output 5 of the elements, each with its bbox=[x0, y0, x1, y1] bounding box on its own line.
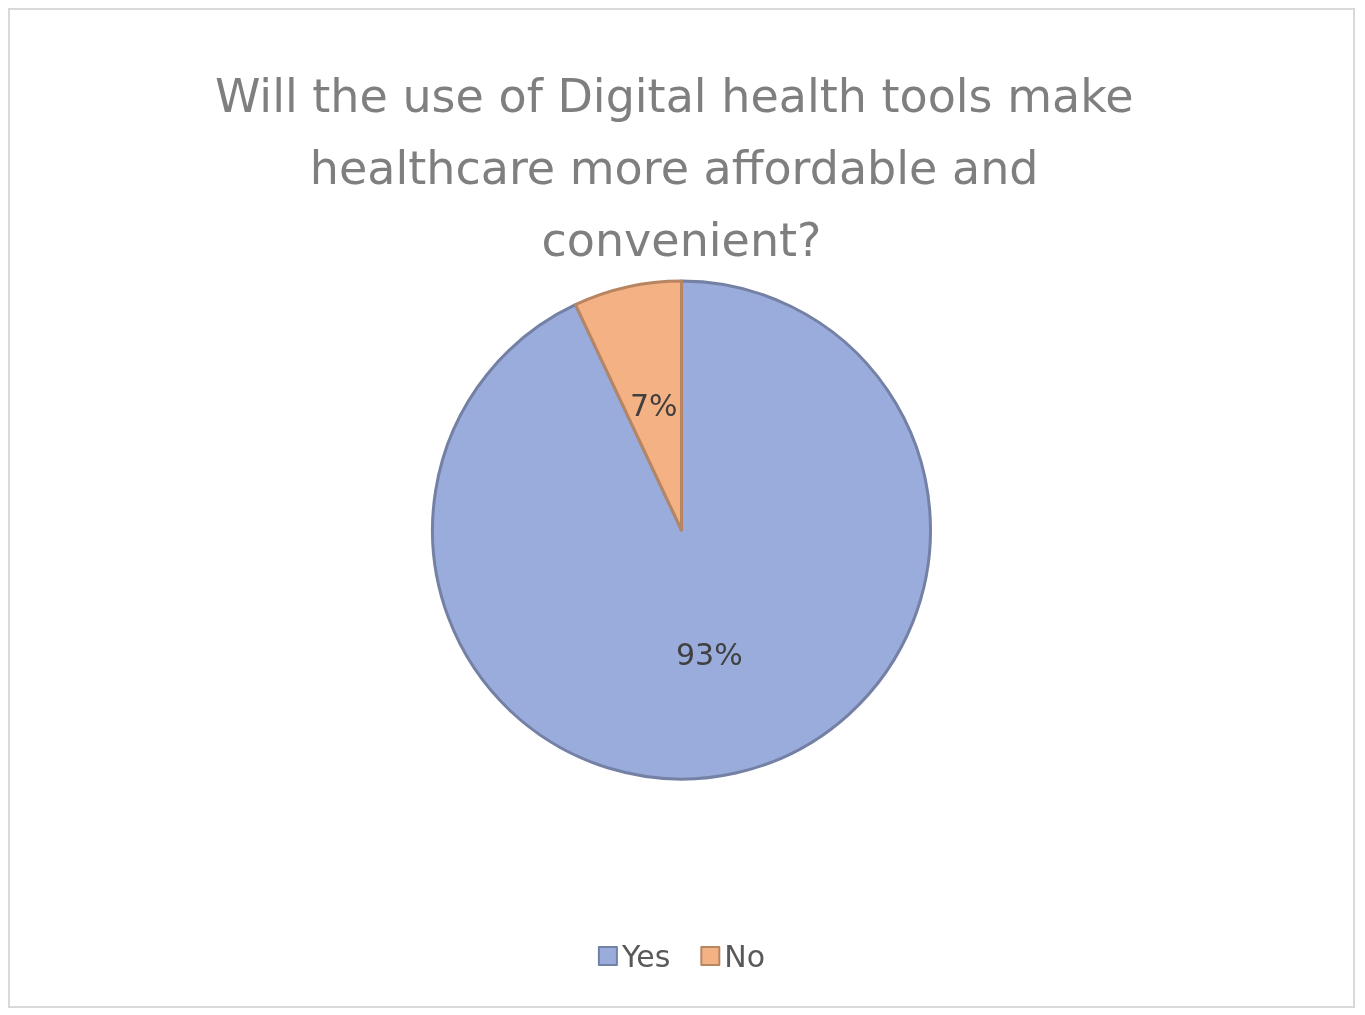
chart-title: Will the use of Digital health tools make healthcare more affordable and convenient? bbox=[214, 69, 1149, 267]
data-label: 7% bbox=[629, 388, 678, 424]
data-label: 93% bbox=[675, 636, 743, 672]
legend-label: No bbox=[724, 938, 766, 974]
legend-label: Yes bbox=[620, 938, 671, 974]
